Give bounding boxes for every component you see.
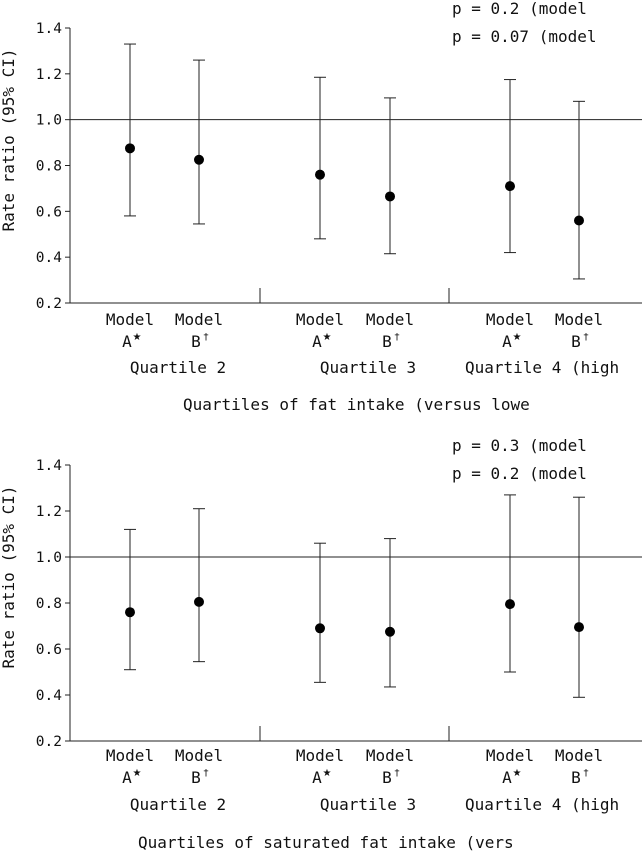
model-label: Model: [296, 746, 344, 765]
p-value-annotation: p = 0.2 (model: [452, 464, 587, 483]
group-label: Quartile 2: [130, 795, 226, 814]
model-variant-label: B: [571, 332, 581, 351]
group-label: Quartile 4 (high: [465, 358, 619, 377]
model-variant-label: B: [382, 332, 392, 351]
model-variant-label: B: [571, 768, 581, 787]
model-variant-mark: ★: [513, 332, 522, 343]
y-tick-label: 0.4: [36, 688, 62, 704]
y-tick-label: 0.2: [36, 734, 62, 750]
model-variant-mark: ★: [133, 332, 142, 343]
model-variant-mark: ★: [133, 768, 142, 779]
model-variant-mark: ★: [513, 768, 522, 779]
group-label: Quartile 2: [130, 358, 226, 377]
x-axis-label: Quartiles of saturated fat intake (vers: [138, 833, 514, 852]
group-label: Quartile 3: [320, 358, 416, 377]
model-label: Model: [366, 310, 414, 329]
point-estimate: [315, 623, 325, 634]
model-variant-mark: †: [204, 768, 209, 779]
y-tick-label: 1.2: [36, 67, 62, 83]
point-estimate: [125, 143, 135, 154]
model-variant-label: A: [312, 768, 322, 787]
model-variant-label: B: [382, 768, 392, 787]
model-label: Model: [366, 746, 414, 765]
model-variant-label: B: [191, 332, 201, 351]
point-estimate: [315, 169, 325, 180]
y-tick-label: 0.2: [36, 296, 62, 312]
p-value-annotation: p = 0.2 (model: [452, 0, 587, 18]
y-tick-label: 1.4: [36, 21, 62, 37]
model-variant-mark: †: [395, 768, 400, 779]
group-label: Quartile 3: [320, 795, 416, 814]
point-estimate: [505, 181, 515, 192]
x-axis-label: Quartiles of fat intake (versus lowe: [183, 395, 530, 414]
point-estimate: [125, 607, 135, 618]
model-variant-mark: ★: [323, 768, 332, 779]
model-variant-mark: †: [584, 332, 589, 343]
y-tick-label: 0.8: [36, 596, 62, 612]
point-estimate: [505, 599, 515, 610]
group-label: Quartile 4 (high: [465, 795, 619, 814]
model-variant-label: A: [502, 332, 512, 351]
p-value-annotation: p = 0.3 (model: [452, 436, 587, 455]
model-label: Model: [175, 746, 223, 765]
model-variant-label: B: [191, 768, 201, 787]
model-variant-mark: ★: [323, 332, 332, 343]
model-variant-label: A: [312, 332, 322, 351]
y-tick-label: 1.4: [36, 458, 62, 474]
model-variant-label: A: [502, 768, 512, 787]
model-variant-mark: †: [584, 768, 589, 779]
y-axis-label: Rate ratio (95% CI): [0, 48, 18, 231]
model-label: Model: [486, 746, 534, 765]
y-axis-label: Rate ratio (95% CI): [0, 485, 18, 668]
y-tick-label: 1.2: [36, 504, 62, 520]
model-label: Model: [106, 746, 154, 765]
y-tick-label: 0.8: [36, 159, 62, 175]
y-tick-label: 1.0: [36, 550, 62, 566]
model-variant-label: A: [122, 332, 132, 351]
model-label: Model: [486, 310, 534, 329]
point-estimate: [194, 596, 204, 607]
point-estimate: [194, 154, 204, 165]
point-estimate: [385, 626, 395, 637]
model-label: Model: [296, 310, 344, 329]
y-tick-label: 0.6: [36, 642, 62, 658]
y-tick-label: 0.6: [36, 204, 62, 220]
y-tick-label: 1.0: [36, 113, 62, 129]
model-label: Model: [106, 310, 154, 329]
point-estimate: [385, 191, 395, 202]
point-estimate: [574, 215, 584, 226]
y-tick-label: 0.4: [36, 250, 62, 266]
model-label: Model: [555, 310, 603, 329]
p-value-annotation: p = 0.07 (model: [452, 27, 597, 46]
model-label: Model: [175, 310, 223, 329]
model-variant-mark: †: [204, 332, 209, 343]
model-label: Model: [555, 746, 603, 765]
point-estimate: [574, 622, 584, 633]
model-variant-label: A: [122, 768, 132, 787]
model-variant-mark: †: [395, 332, 400, 343]
